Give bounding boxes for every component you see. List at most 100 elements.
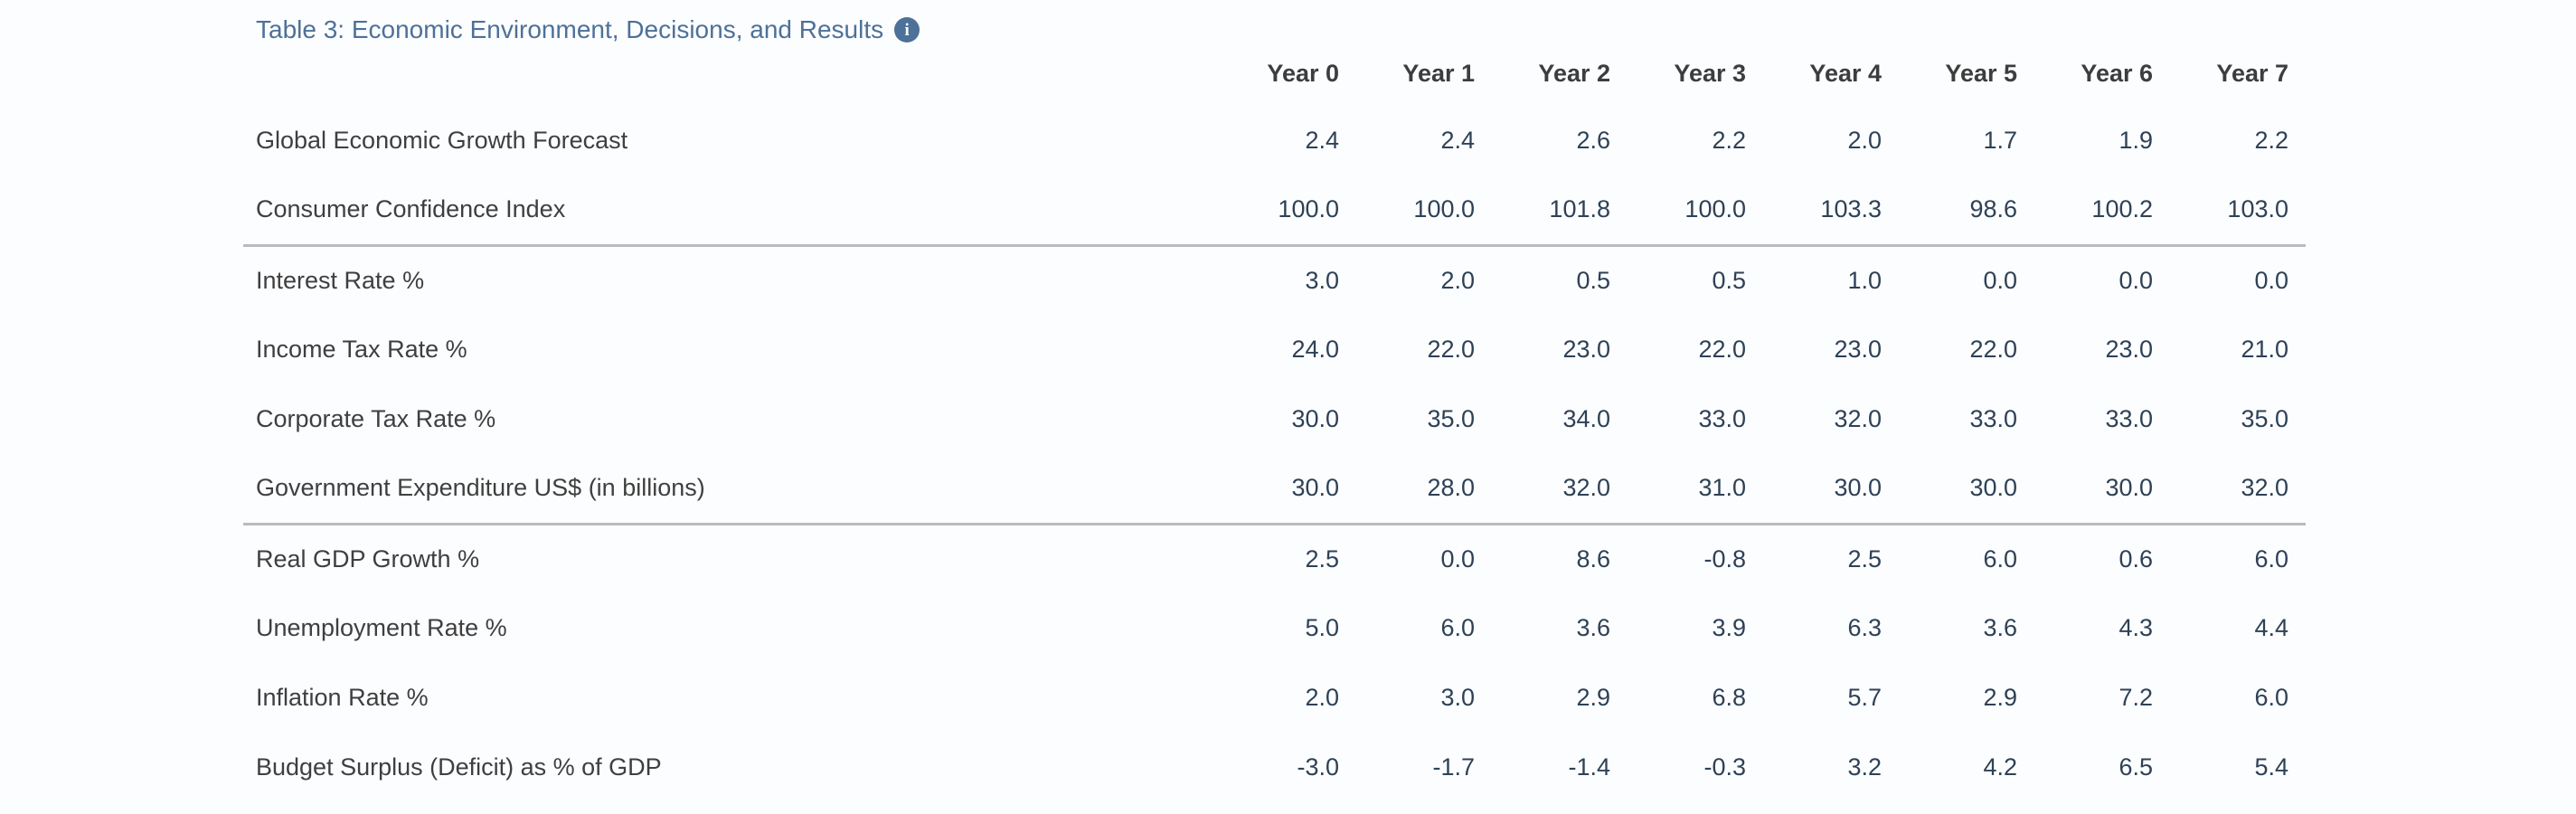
cell-value: 100.2 <box>2017 175 2153 247</box>
row-label: Corporate Tax Rate % <box>256 405 496 432</box>
cell-value: 22.0 <box>1698 336 1746 363</box>
cell-value: 2.6 <box>1576 127 1610 154</box>
cell-value: 2.0 <box>1847 127 1882 154</box>
cell-value: 24.0 <box>1291 336 1339 363</box>
cell-value: 28.0 <box>1339 454 1475 525</box>
cell-value: 30.0 <box>1746 454 1882 525</box>
table-row: Unemployment Rate % 5.0 6.0 3.6 3.9 6.3 … <box>243 593 2306 663</box>
cell-value: 4.2 <box>1983 753 2017 781</box>
cell-value: 32.0 <box>1834 405 1882 432</box>
cell-value: 23.0 <box>1562 336 1610 363</box>
cell-value: 2.5 <box>1847 544 1882 573</box>
cell-value: 6.0 <box>1983 544 2017 573</box>
cell-value: 0.0 <box>1983 266 2017 294</box>
cell-value: 30.0 <box>1203 454 1339 525</box>
row-label: Unemployment Rate % <box>256 614 507 641</box>
cell-value: -0.3 <box>1703 753 1746 781</box>
cell-value: 33.0 <box>1969 405 2017 432</box>
table-row: Corporate Tax Rate % 30.0 35.0 34.0 33.0… <box>243 384 2306 454</box>
cell-value: 0.5 <box>1712 266 1746 294</box>
cell-value: 0.6 <box>2118 544 2153 573</box>
column-header-year: Year 2 <box>1538 60 1610 87</box>
column-header-year: Year 7 <box>2216 60 2288 87</box>
cell-value: 5.7 <box>1847 684 1882 711</box>
table-row: Global Economic Growth Forecast 2.4 2.4 … <box>243 106 2306 175</box>
cell-value: 6.0 <box>2254 544 2288 573</box>
cell-value: 35.0 <box>1427 405 1475 432</box>
cell-value: 22.0 <box>1427 336 1475 363</box>
table-row: Income Tax Rate % 24.0 22.0 23.0 22.0 23… <box>243 315 2306 384</box>
table-row: Government Expenditure US$ (in billions)… <box>243 454 2306 525</box>
cell-value: 8.6 <box>1576 544 1610 573</box>
cell-value: 6.5 <box>2118 753 2153 781</box>
cell-value: 98.6 <box>1882 175 2017 247</box>
cell-value: -3.0 <box>1297 753 1339 781</box>
cell-value: 3.2 <box>1847 753 1882 781</box>
column-header-year: Year 5 <box>1945 60 2017 87</box>
cell-value: 33.0 <box>1698 405 1746 432</box>
cell-value: 2.5 <box>1305 544 1339 573</box>
cell-value: 100.0 <box>1339 175 1475 247</box>
row-label: Income Tax Rate % <box>256 336 467 363</box>
cell-value: 2.2 <box>1712 127 1746 154</box>
info-circle-icon[interactable]: i <box>894 17 920 43</box>
cell-value: 4.3 <box>2118 614 2153 641</box>
column-header-year: Year 6 <box>2081 60 2153 87</box>
table-row: Real GDP Growth % 2.5 0.0 8.6 -0.8 2.5 6… <box>243 524 2306 593</box>
cell-value: 0.0 <box>2254 266 2288 294</box>
row-label: Real GDP Growth % <box>256 544 480 573</box>
cell-value: 1.0 <box>1847 266 1882 294</box>
column-header-year: Year 1 <box>1402 60 1475 87</box>
cell-value: 3.9 <box>1712 614 1746 641</box>
cell-value: 34.0 <box>1562 405 1610 432</box>
cell-value: 35.0 <box>2241 405 2288 432</box>
cell-value: 7.2 <box>2118 684 2153 711</box>
cell-value: 103.0 <box>2153 175 2306 247</box>
cell-value: -0.8 <box>1703 544 1746 573</box>
column-header-year: Year 3 <box>1674 60 1746 87</box>
table-row: Interest Rate % 3.0 2.0 0.5 0.5 1.0 0.0 … <box>243 245 2306 315</box>
cell-value: 32.0 <box>1475 454 1610 525</box>
cell-value: 100.0 <box>1610 175 1746 247</box>
cell-value: 1.7 <box>1983 127 2017 154</box>
economic-table: Year 0 Year 1 Year 2 Year 3 Year 4 Year … <box>243 23 2306 802</box>
cell-value: 0.0 <box>2118 266 2153 294</box>
page-title: Table 3: Economic Environment, Decisions… <box>256 15 884 43</box>
cell-value: -1.4 <box>1568 753 1610 781</box>
cell-value: 6.8 <box>1712 684 1746 711</box>
column-header-year: Year 0 <box>1267 60 1339 87</box>
cell-value: 2.9 <box>1983 684 2017 711</box>
cell-value: 5.0 <box>1305 614 1339 641</box>
table-row: Inflation Rate % 2.0 3.0 2.9 6.8 5.7 2.9… <box>243 663 2306 733</box>
row-label: Government Expenditure US$ (in billions) <box>243 454 1203 525</box>
cell-value: 101.8 <box>1475 175 1610 247</box>
cell-value: 2.0 <box>1440 266 1475 294</box>
cell-value: 3.0 <box>1305 266 1339 294</box>
table-title-row: Table 3: Economic Environment, Decisions… <box>256 14 920 45</box>
cell-value: 0.5 <box>1576 266 1610 294</box>
cell-value: 33.0 <box>2105 405 2153 432</box>
cell-value: 3.6 <box>1983 614 2017 641</box>
cell-value: 2.4 <box>1305 127 1339 154</box>
cell-value: 21.0 <box>2241 336 2288 363</box>
cell-value: 30.0 <box>1882 454 2017 525</box>
cell-value: 6.0 <box>2254 684 2288 711</box>
table-row: Budget Surplus (Deficit) as % of GDP -3.… <box>243 733 2306 802</box>
cell-value: 2.2 <box>2254 127 2288 154</box>
cell-value: 3.6 <box>1576 614 1610 641</box>
cell-value: 31.0 <box>1610 454 1746 525</box>
cell-value: 3.0 <box>1440 684 1475 711</box>
row-label: Consumer Confidence Index <box>243 175 1203 247</box>
cell-value: 23.0 <box>2105 336 2153 363</box>
row-label: Budget Surplus (Deficit) as % of GDP <box>256 753 662 781</box>
cell-value: 32.0 <box>2153 454 2306 525</box>
cell-value: 6.0 <box>1440 614 1475 641</box>
cell-value: 30.0 <box>1291 405 1339 432</box>
cell-value: 5.4 <box>2254 753 2288 781</box>
cell-value: 2.9 <box>1576 684 1610 711</box>
cell-value: 23.0 <box>1834 336 1882 363</box>
table-row: Consumer Confidence Index 100.0 100.0 10… <box>243 175 2306 247</box>
row-label: Interest Rate % <box>256 266 425 294</box>
table-header-row: Year 0 Year 1 Year 2 Year 3 Year 4 Year … <box>243 23 2306 106</box>
cell-value: 103.3 <box>1746 175 1882 247</box>
